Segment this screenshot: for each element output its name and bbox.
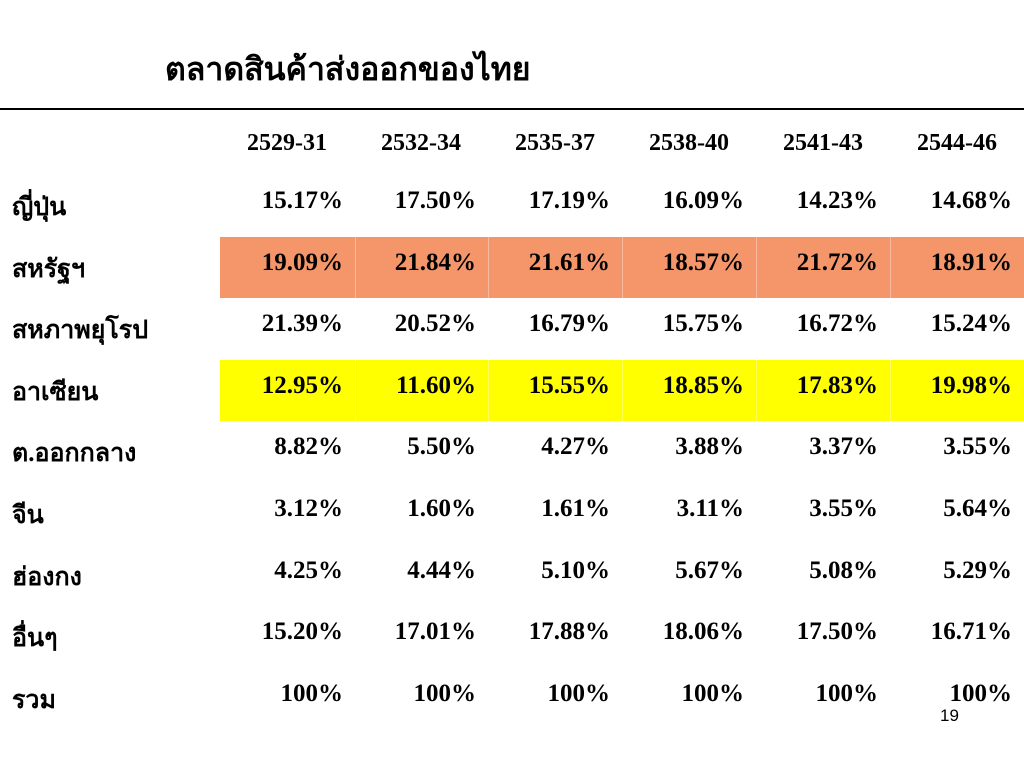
table-cell: 15.75% <box>662 310 744 338</box>
table-cell: 100% <box>280 679 344 707</box>
table-cell: 5.08% <box>809 556 878 584</box>
table-cell: 17.50% <box>394 187 476 214</box>
table-cell: 16.72% <box>796 310 878 338</box>
table-cell: 15.55% <box>528 371 610 399</box>
table-cell: 4.44% <box>407 556 476 584</box>
table-cell: 21.84% <box>394 248 476 276</box>
table-cell: 18.85% <box>662 371 744 399</box>
row-label: สหภาพยุโรป <box>12 317 149 345</box>
cell-divider <box>756 236 757 298</box>
table-cell: 14.23% <box>796 187 878 214</box>
table-cell: 17.50% <box>796 618 878 646</box>
table-cell: 15.17% <box>261 187 343 214</box>
table-cell: 4.25% <box>274 556 343 584</box>
row-label: รวม <box>12 686 56 714</box>
column-header: 2538-40 <box>649 130 729 156</box>
table-cell: 17.19% <box>528 187 610 214</box>
table-cell: 19.98% <box>930 371 1012 399</box>
table-cell: 18.57% <box>662 248 744 276</box>
cell-divider <box>890 236 891 298</box>
cell-divider <box>355 359 356 421</box>
column-header: 2535-37 <box>515 130 595 156</box>
row-label: ต.ออกกลาง <box>12 440 137 468</box>
table-cell: 20.52% <box>394 310 476 338</box>
row-highlight <box>220 359 1024 421</box>
table-cell: 5.67% <box>675 556 744 584</box>
table-cell: 3.12% <box>274 495 343 522</box>
cell-divider <box>488 359 489 421</box>
title-rule <box>0 108 1024 110</box>
table-cell: 100% <box>681 679 745 707</box>
table-cell: 18.06% <box>662 618 744 646</box>
table-cell: 3.37% <box>809 433 878 461</box>
table-cell: 21.39% <box>261 310 343 338</box>
table-cell: 16.71% <box>930 618 1012 646</box>
table-cell: 5.10% <box>541 556 610 584</box>
table-cell: 12.95% <box>261 371 343 399</box>
cell-divider <box>890 359 891 421</box>
table-cell: 1.60% <box>407 495 476 522</box>
column-header: 2529-31 <box>247 130 327 156</box>
table-cell: 15.20% <box>261 618 343 646</box>
table-cell: 5.50% <box>407 433 476 461</box>
row-label: จีน <box>12 502 44 529</box>
table-cell: 16.09% <box>662 187 744 214</box>
table-cell: 100% <box>547 679 611 707</box>
row-label: ฮ่องกง <box>12 563 82 591</box>
table-cell: 17.88% <box>528 618 610 646</box>
table-cell: 21.61% <box>528 248 610 276</box>
slide-title: ตลาดสินค้าส่งออกของไทย <box>165 51 531 87</box>
table-cell: 19.09% <box>261 248 343 276</box>
table-cell: 3.88% <box>675 433 744 461</box>
table-cell: 21.72% <box>796 248 878 276</box>
row-label: อื่นๆ <box>12 625 58 653</box>
table-cell: 18.91% <box>930 248 1012 276</box>
row-label: ญี่ปุ่น <box>12 194 67 221</box>
table-cell: 1.61% <box>541 495 610 522</box>
cell-divider <box>756 359 757 421</box>
table-cell: 8.82% <box>274 433 343 461</box>
table-cell: 16.79% <box>528 310 610 338</box>
table-cell: 100% <box>815 679 879 707</box>
cell-divider <box>488 236 489 298</box>
table-cell: 11.60% <box>396 371 476 399</box>
cell-divider <box>622 236 623 298</box>
column-header: 2532-34 <box>381 130 461 156</box>
table-cell: 100% <box>413 679 477 707</box>
table-cell: 4.27% <box>541 433 610 461</box>
table-cell: 17.83% <box>796 371 878 399</box>
cell-divider <box>622 359 623 421</box>
table-cell: 5.29% <box>943 556 1012 584</box>
column-header: 2544-46 <box>917 130 997 156</box>
row-label: อาเซียน <box>12 378 99 406</box>
table-cell: 15.24% <box>930 310 1012 338</box>
table-cell: 3.11% <box>676 495 744 522</box>
table-cell: 3.55% <box>809 495 878 522</box>
row-label: สหรัฐฯ <box>12 255 85 283</box>
page-number: 19 <box>940 706 959 725</box>
column-header: 2541-43 <box>783 130 863 156</box>
table-cell: 14.68% <box>930 187 1012 214</box>
table-cell: 3.55% <box>943 433 1012 461</box>
table-cell: 5.64% <box>943 495 1012 522</box>
table-cell: 17.01% <box>394 618 476 646</box>
table-cell: 100% <box>949 679 1013 707</box>
cell-divider <box>355 236 356 298</box>
row-highlight <box>220 236 1024 298</box>
